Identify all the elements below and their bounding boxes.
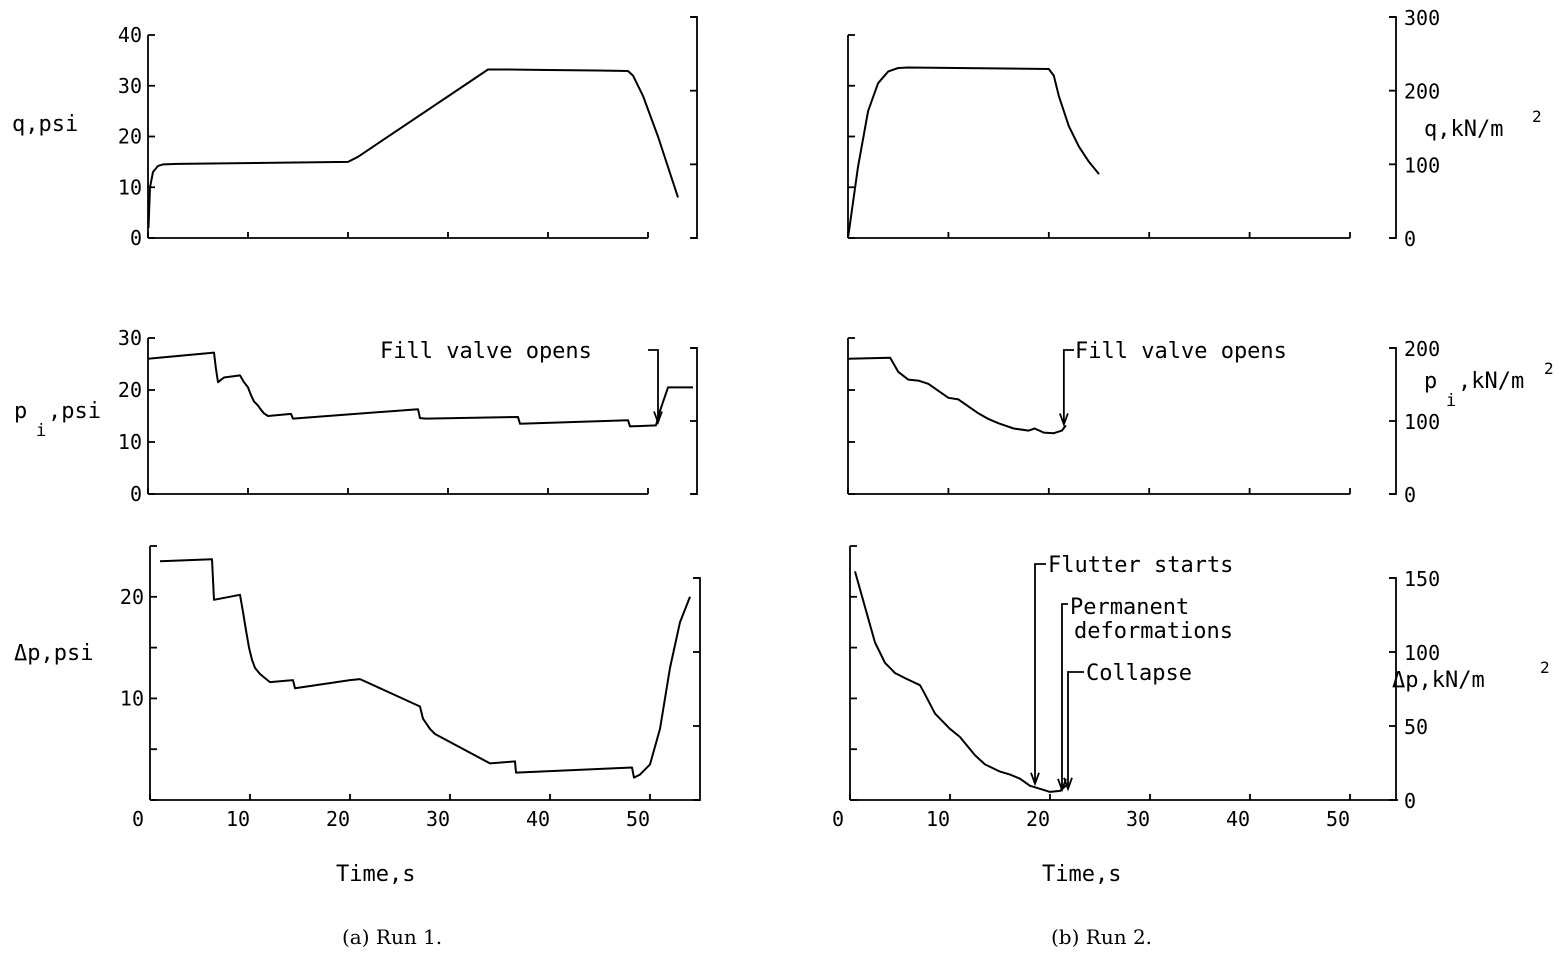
run1-pi-ytick-label: 20 <box>118 378 142 402</box>
svg-text:p: p <box>14 399 27 424</box>
svg-text:,psi: ,psi <box>48 399 101 424</box>
run1-q-series-line <box>147 68 679 228</box>
run1-pi-ytick-label: 0 <box>130 482 142 506</box>
run1-q-ytick-label: 10 <box>118 175 142 199</box>
run1-pi-ytick-label: 10 <box>118 430 142 454</box>
run2-pi-y2tick-label: 0 <box>1404 483 1416 507</box>
run2-dp-xtick-label: 30 <box>1126 807 1150 831</box>
flutter-starts-label: Flutter starts <box>1048 553 1233 578</box>
run1-q-ytick-label: 0 <box>130 226 142 250</box>
caption-run2: (b) Run 2. <box>1051 925 1152 949</box>
flutter-starts-leader <box>1034 563 1046 782</box>
run2-dp-xtick-label: 10 <box>926 807 950 831</box>
collapse-label: Collapse <box>1086 661 1192 686</box>
permanent-deformations-arrow <box>1057 778 1067 793</box>
run1-xlabel: Time,s <box>336 862 415 887</box>
run1-q-right-axis <box>691 16 698 239</box>
run1-dp-series-line <box>159 558 691 779</box>
run2-dp-y2tick-label: 100 <box>1404 641 1440 665</box>
run2-q-right-axis <box>1390 16 1397 239</box>
svg-text:,kN/m: ,kN/m <box>1458 369 1524 394</box>
flutter-starts-arrow <box>1030 772 1040 787</box>
run1-q-ytick-label: 40 <box>118 23 142 47</box>
caption-run1: (a) Run 1. <box>342 925 442 949</box>
run1-dp-ytick-label: 20 <box>120 585 144 609</box>
run2-dp-xtick-label: 40 <box>1226 807 1250 831</box>
run1-dp-xtick-label: 20 <box>326 807 350 831</box>
run2-pi-y2tick-label: 100 <box>1404 410 1440 434</box>
run2-q-y2tick-label: 300 <box>1404 6 1440 30</box>
run2-fill-valve-arrow <box>1059 413 1069 428</box>
svg-text:i: i <box>1446 391 1456 411</box>
svg-text:2: 2 <box>1544 359 1554 378</box>
run1-fill-valve-label: Fill valve opens <box>380 339 592 364</box>
run1-dp-xtick-label: 40 <box>526 807 550 831</box>
run2-dp-y2tick-label: 50 <box>1404 715 1428 739</box>
svg-text:p: p <box>1424 369 1437 394</box>
permanent-label: Permanent <box>1070 595 1189 620</box>
run2-q-series-line <box>847 66 1100 239</box>
permanent-deformations-leader <box>1061 603 1068 788</box>
run2-pi-series-line <box>847 356 1067 435</box>
run2-q-y2tick-label: 200 <box>1404 80 1440 104</box>
run2-dp-y2tick-label: 0 <box>1404 789 1416 813</box>
svg-text:2: 2 <box>1532 107 1542 126</box>
run1-pi-series-line <box>147 351 693 428</box>
run2-dp-xtick-label: 20 <box>1026 807 1050 831</box>
run2-q-y2tick-label: 100 <box>1404 153 1440 177</box>
collapse-arrow <box>1063 777 1073 792</box>
run1-dp-xtick-label: 30 <box>426 807 450 831</box>
run1-dp-ylabel: Δp,psi <box>14 641 93 666</box>
run1-dp-xtick-label: 10 <box>226 807 250 831</box>
svg-text:Δp,kN/m: Δp,kN/m <box>1392 668 1485 693</box>
run1-q-ytick-label: 30 <box>118 74 142 98</box>
run2-fill-valve-label: Fill valve opens <box>1075 339 1287 364</box>
run1-dp-ytick-label: 10 <box>120 686 144 710</box>
run1-pi-ylabel: p i ,psi <box>14 399 101 441</box>
run1-fill-valve-arrow <box>653 411 663 426</box>
run2-dp-xtick-label: 0 <box>832 807 844 831</box>
run1-q-ytick-label: 20 <box>118 125 142 149</box>
run2-dp-series-line <box>854 571 1069 793</box>
run1-dp-right-axis <box>694 577 701 801</box>
run2-fill-valve-leader <box>1062 349 1074 423</box>
run2-xlabel: Time,s <box>1042 862 1121 887</box>
run2-pi-y2tick-label: 200 <box>1404 337 1440 361</box>
run2-dp-y2tick-label: 150 <box>1404 567 1440 591</box>
run2-dp-y2label: Δp,kN/m 2 <box>1392 658 1550 693</box>
run2-pi-y2label: p i ,kN/m 2 <box>1424 359 1554 411</box>
svg-text:i: i <box>36 421 46 441</box>
collapse-leader <box>1067 671 1084 787</box>
run1-dp-xtick-label: 50 <box>626 807 650 831</box>
svg-text:q,kN/m: q,kN/m <box>1424 117 1503 142</box>
run1-pi-ytick-label: 30 <box>118 326 142 350</box>
run2-dp-xtick-label: 50 <box>1326 807 1350 831</box>
run2-q-y2label: q,kN/m 2 <box>1424 107 1542 142</box>
run1-q-ylabel: q,psi <box>12 112 78 137</box>
run1-fill-valve-leader <box>648 349 659 421</box>
svg-text:2: 2 <box>1540 658 1550 677</box>
deformations-label: deformations <box>1074 619 1233 644</box>
run1-dp-xtick-label: 0 <box>132 807 144 831</box>
run2-q-y2tick-label: 0 <box>1404 227 1416 251</box>
